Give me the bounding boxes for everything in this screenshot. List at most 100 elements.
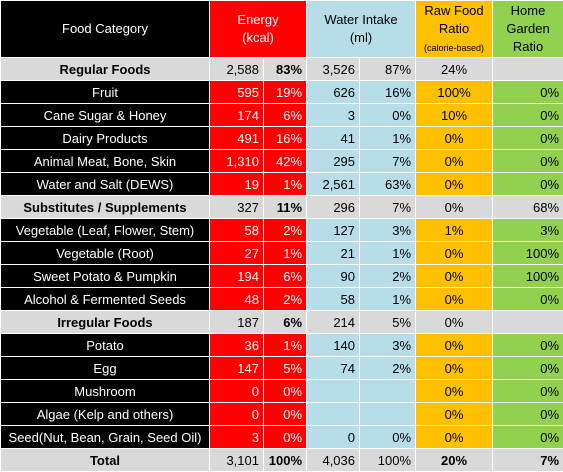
energy-value-cell: 36 [210,334,264,357]
water-value-cell: 626 [307,81,360,104]
water-percent-cell: 7% [360,150,416,173]
water-value-cell: 140 [307,334,360,357]
water-percent-cell: 7% [360,196,416,219]
home-garden-ratio-cell: 0% [493,357,563,380]
water-header-line2: (ml) [350,30,372,45]
raw-food-ratio-cell: 0% [416,127,493,150]
raw-food-ratio-cell: 0% [416,357,493,380]
raw-food-ratio-cell: 1% [416,219,493,242]
water-value-cell: 0 [307,426,360,449]
food-category-cell: Mushroom [1,380,210,403]
energy-percent-cell: 1% [264,334,307,357]
water-percent-cell: 1% [360,127,416,150]
water-percent-cell: 1% [360,288,416,311]
water-value-cell: 2,561 [307,173,360,196]
water-value-cell [307,380,360,403]
food-category-cell: Potato [1,334,210,357]
water-percent-cell [360,380,416,403]
energy-percent-cell: 83% [264,58,307,81]
food-category-cell: Fruit [1,81,210,104]
raw-header-line2: Ratio [439,21,469,36]
water-percent-cell: 0% [360,104,416,127]
energy-percent-cell: 6% [264,311,307,334]
raw-food-ratio-cell: 0% [416,173,493,196]
home-garden-ratio-cell: 3% [493,219,563,242]
water-percent-cell [360,403,416,426]
energy-percent-cell: 5% [264,357,307,380]
water-intake-header: Water Intake(ml) [307,1,416,58]
energy-percent-cell: 6% [264,265,307,288]
home-garden-ratio-cell: 100% [493,242,563,265]
garden-header-line2: Garden [506,21,549,36]
energy-value-cell: 19 [210,173,264,196]
energy-value-cell: 491 [210,127,264,150]
water-value-cell: 58 [307,288,360,311]
water-percent-cell: 0% [360,426,416,449]
raw-food-ratio-cell: 0% [416,265,493,288]
home-garden-ratio-cell: 0% [493,380,563,403]
raw-food-ratio-cell: 0% [416,334,493,357]
home-garden-ratio-cell: 0% [493,104,563,127]
food-category-cell: Substitutes / Supplements [1,196,210,219]
food-category-cell: Irregular Foods [1,311,210,334]
energy-percent-cell: 2% [264,288,307,311]
home-garden-ratio-cell: 0% [493,334,563,357]
water-value-cell: 3,526 [307,58,360,81]
energy-value-cell: 187 [210,311,264,334]
home-garden-ratio-cell: 7% [493,449,563,472]
energy-percent-cell: 0% [264,403,307,426]
home-garden-ratio-cell: 0% [493,127,563,150]
raw-food-ratio-cell: 0% [416,242,493,265]
water-percent-cell: 2% [360,265,416,288]
raw-header-line1: Raw Food [424,3,483,18]
home-garden-ratio-cell: 0% [493,173,563,196]
water-value-cell: 127 [307,219,360,242]
food-category-cell: Animal Meat, Bone, Skin [1,150,210,173]
energy-value-cell: 0 [210,403,264,426]
garden-header-line1: Home [511,3,546,18]
raw-food-ratio-cell: 0% [416,380,493,403]
energy-percent-cell: 2% [264,219,307,242]
energy-value-cell: 27 [210,242,264,265]
energy-percent-cell: 42% [264,150,307,173]
energy-value-cell: 0 [210,380,264,403]
header-row: Food Category Energy(kcal) Water Intake(… [1,1,563,58]
raw-food-ratio-cell: 0% [416,403,493,426]
water-value-cell: 295 [307,150,360,173]
energy-percent-cell: 11% [264,196,307,219]
water-value-cell: 4,036 [307,449,360,472]
water-percent-cell: 3% [360,219,416,242]
home-garden-ratio-cell: 0% [493,403,563,426]
home-garden-ratio-cell: 0% [493,81,563,104]
energy-value-cell: 174 [210,104,264,127]
water-value-cell: 3 [307,104,360,127]
energy-percent-cell: 0% [264,426,307,449]
home-garden-ratio-cell: 0% [493,288,563,311]
water-value-cell: 296 [307,196,360,219]
energy-value-cell: 48 [210,288,264,311]
energy-value-cell: 3,101 [210,449,264,472]
water-percent-cell: 63% [360,173,416,196]
raw-food-ratio-cell: 24% [416,58,493,81]
raw-header-sub: (calorie-based) [424,43,484,53]
food-category-cell: Total [1,449,210,472]
water-percent-cell: 100% [360,449,416,472]
energy-percent-cell: 0% [264,380,307,403]
home-garden-ratio-cell: 0% [493,150,563,173]
